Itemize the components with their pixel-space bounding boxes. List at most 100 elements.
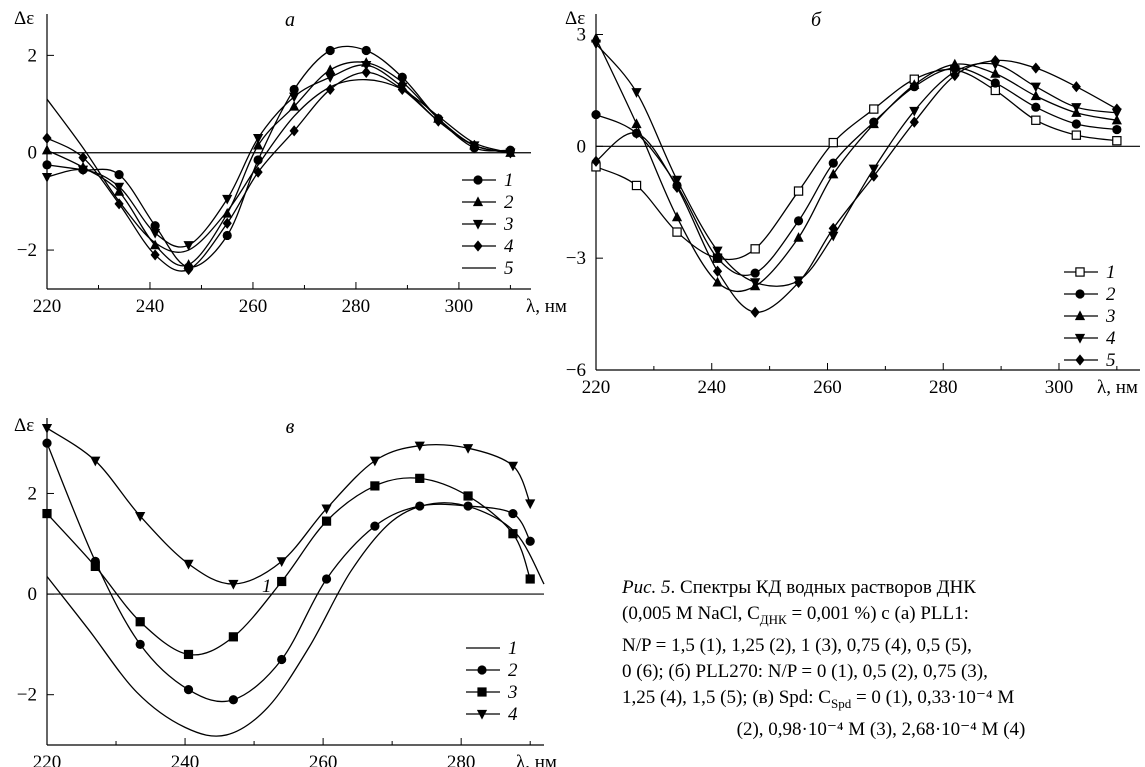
data-point: [671, 175, 683, 186]
y-axis-label: Δε: [565, 8, 585, 29]
data-point: [1030, 90, 1041, 101]
legend-label: 5: [504, 258, 514, 279]
y-tick-label: −6: [566, 360, 586, 381]
data-point: [712, 265, 723, 277]
legend-label: 3: [1105, 306, 1116, 327]
y-tick-label: −2: [17, 685, 37, 706]
caption-figure-label: Рис. 5: [622, 577, 671, 598]
data-point: [77, 165, 89, 176]
data-point: [869, 170, 879, 182]
data-point: [90, 561, 100, 572]
x-tick-label: 260: [239, 296, 268, 317]
data-point: [462, 444, 474, 454]
series-5: 5: [46, 79, 514, 279]
data-point: [321, 516, 332, 526]
x-axis-label: λ, нм: [1097, 377, 1138, 398]
series-line: [46, 45, 511, 268]
legend-label: 3: [507, 682, 518, 703]
data-point: [507, 461, 519, 472]
curve-annotation: 1: [262, 576, 272, 597]
series-line: [595, 43, 1117, 287]
data-point: [1112, 124, 1122, 135]
data-point: [78, 151, 88, 164]
data-point: [415, 501, 425, 511]
x-tick-label: 240: [697, 377, 726, 398]
series-4: 4: [41, 423, 536, 725]
data-point: [672, 227, 682, 237]
data-point: [183, 649, 194, 660]
data-point: [321, 574, 332, 584]
x-axis-label: λ, нм: [526, 296, 567, 317]
series-4: 4: [590, 39, 1122, 349]
figure-caption: Рис. 5. Спектры КД водных растворов ДНК …: [622, 575, 1140, 743]
data-point: [525, 574, 535, 584]
caption-text-2: (0,005 M NaCl, C: [622, 603, 760, 624]
x-tick-label: 240: [136, 296, 165, 317]
data-point: [508, 529, 518, 539]
data-point: [1031, 102, 1041, 112]
data-point: [183, 263, 194, 276]
data-point: [135, 512, 146, 522]
data-point: [41, 423, 53, 434]
series-line: [46, 427, 531, 585]
data-point: [868, 118, 879, 129]
data-point: [525, 536, 535, 546]
data-point: [672, 181, 682, 193]
series-line: [46, 64, 511, 248]
series-line: [46, 79, 511, 253]
data-point: [750, 278, 761, 288]
panel-title: в: [286, 416, 295, 438]
data-point: [1071, 130, 1082, 140]
data-point: [990, 68, 1001, 78]
legend-label: 3: [503, 214, 514, 235]
data-point: [114, 198, 124, 210]
series-3: 3: [42, 473, 535, 703]
data-point: [41, 144, 53, 155]
series-2: 2: [41, 57, 516, 269]
y-tick-label: 0: [577, 136, 587, 157]
legend-label: 2: [1106, 284, 1116, 305]
legend-marker: [473, 175, 483, 185]
data-point: [828, 137, 838, 148]
data-point: [631, 88, 642, 98]
legend-label: 1: [504, 170, 514, 191]
data-point: [90, 456, 101, 467]
data-point: [361, 45, 371, 56]
y-axis-label: Δε: [14, 415, 34, 436]
y-tick-label: −2: [17, 240, 37, 261]
y-tick-label: 0: [28, 584, 38, 605]
data-point: [289, 84, 299, 95]
data-point: [631, 118, 642, 129]
caption-line-6: (2), 0,98·10⁻⁴ M (3), 2,68·10⁻⁴ M (4): [736, 718, 1026, 740]
data-point: [325, 73, 336, 83]
x-tick-label: 300: [1045, 377, 1074, 398]
data-point: [1030, 82, 1041, 93]
legend-marker: [473, 240, 483, 252]
data-point: [289, 92, 300, 103]
x-tick-label: 220: [33, 296, 62, 317]
data-point: [253, 134, 264, 144]
data-point: [1071, 81, 1081, 93]
data-point: [750, 306, 760, 318]
series-3: 3: [590, 32, 1122, 327]
data-point: [990, 78, 1000, 88]
series-1: 1: [46, 502, 545, 737]
caption-sub-dna: ДНК: [759, 611, 787, 627]
x-tick-label: 280: [447, 752, 476, 767]
caption-text-2b: = 0,001 %) с (а) PLL1:: [786, 603, 969, 624]
data-point: [228, 632, 238, 642]
data-point: [793, 276, 804, 288]
legend-marker: [477, 665, 487, 675]
x-tick-label: 280: [342, 296, 371, 317]
panel-title: а: [285, 9, 295, 31]
data-point: [869, 104, 879, 114]
data-point: [183, 241, 194, 251]
data-point: [222, 217, 232, 229]
data-point: [1071, 103, 1082, 113]
x-tick-label: 220: [33, 752, 62, 767]
caption-text-1: . Спектры КД водных растворов ДНК: [670, 577, 976, 598]
